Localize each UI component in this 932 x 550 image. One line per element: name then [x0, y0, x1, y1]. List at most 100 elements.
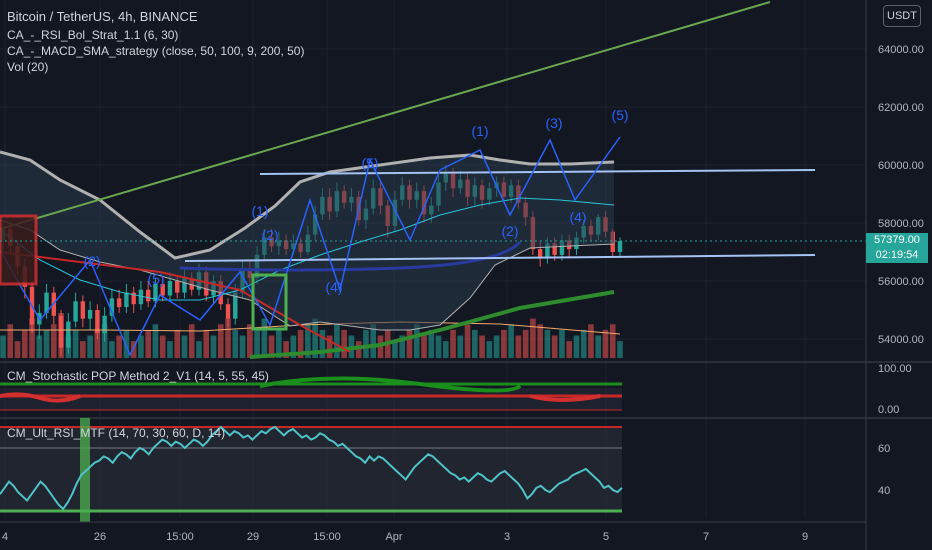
channel-top-line: [259, 169, 816, 175]
volume-bar: [261, 318, 268, 358]
volume-bar: [363, 329, 369, 358]
rsi-tick-label: 60: [878, 443, 890, 455]
moving-average-blue: [179, 240, 522, 272]
stochastic-tick-label: 0.00: [878, 404, 899, 416]
price-axis[interactable]: 54000.00 56000.00 58000.00 60000.00 62000.00…: [865, 0, 924, 550]
rsi-pane[interactable]: [0, 418, 623, 522]
volume-bar: [442, 341, 449, 358]
wave-label: (4): [325, 279, 342, 295]
currency-button[interactable]: USDT: [883, 5, 921, 27]
volume-bar: [602, 329, 609, 358]
elliott-wave-path: [0, 136, 621, 357]
volume-bar: [217, 324, 224, 358]
candle-body: [102, 315, 107, 334]
volume-bar: [232, 329, 239, 358]
wave-label: (1): [471, 123, 488, 139]
price-tick-label: 62000.00: [878, 102, 924, 114]
candle-body: [66, 321, 71, 348]
wave-label: (2): [501, 223, 518, 239]
volume-bar: [609, 324, 616, 358]
candle-body: [617, 241, 623, 252]
volume-bar: [210, 335, 217, 358]
candle-body: [537, 249, 543, 258]
indicator-legend-rsi-bol[interactable]: CA_-_RSI_Bol_Strat_1.1 (6, 30): [7, 28, 179, 42]
candle-body: [131, 292, 136, 305]
volume-bar: [138, 335, 144, 358]
volume-bar: [290, 335, 297, 358]
price-tick-label: 54000.00: [878, 334, 924, 346]
rsi-pane-label[interactable]: CM_Ult_RSI_MTF (14, 70, 30, 60, D, 14): [7, 426, 226, 440]
moving-average-green: [249, 290, 615, 359]
bollinger-upper-band: [0, 150, 615, 260]
volume-bar: [319, 329, 326, 358]
wave-label: (5): [611, 107, 628, 123]
indicator-legend-macd[interactable]: CA_-_MACD_SMA_strategy (close, 50, 100, …: [7, 44, 305, 58]
volume-bar: [457, 335, 464, 358]
wave-label: (2): [83, 253, 100, 269]
stochastic-pane[interactable]: [0, 376, 622, 411]
time-tick-label: 5: [603, 531, 609, 543]
volume-bar: [588, 324, 594, 358]
volume-bar: [544, 329, 551, 358]
price-tick-label: 58000.00: [878, 218, 924, 230]
stochastic-pane-label[interactable]: CM_Stochastic POP Method 2_V1 (14, 5, 55…: [7, 369, 269, 383]
stochastic-green-segment: [259, 376, 522, 393]
indicator-legend-volume[interactable]: Vol (20): [7, 60, 49, 74]
volume-bar: [297, 329, 304, 358]
volume-bar: [392, 341, 398, 358]
wave-label: (5): [361, 155, 378, 171]
volume-bar: [0, 335, 6, 358]
drawing-overlays[interactable]: (1) (2) (4) (5) (1) (2) (3) (4) (5) (5) (2): [0, 1, 866, 359]
chart-title: Bitcoin / TetherUS, 4h, BINANCE: [7, 9, 198, 24]
volume-bar: [530, 318, 536, 358]
volume-bar: [559, 329, 565, 358]
bar-countdown: 02:19:54: [875, 249, 919, 261]
rsi-series-line: [0, 425, 623, 511]
rsi-signal-highlight: [80, 418, 90, 522]
candle-body: [545, 243, 550, 258]
candle-body: [160, 283, 165, 296]
volume-bar: [501, 329, 507, 358]
candle-body: [109, 298, 115, 316]
candle-body: [552, 243, 557, 255]
last-price-tag: 57379.00 02:19:54: [866, 233, 928, 263]
candle-body: [559, 240, 565, 255]
volume-bar: [116, 335, 122, 358]
time-tick-label: 7: [703, 531, 709, 543]
candle-body: [124, 292, 129, 308]
volume-bar: [450, 329, 456, 358]
volume-bar: [268, 335, 275, 358]
volume-bar: [123, 329, 130, 358]
volume-bar: [413, 324, 420, 358]
volume-bar: [94, 329, 101, 358]
volume-bar: [254, 329, 260, 358]
volume-bar: [181, 335, 188, 358]
volume-bar: [472, 329, 478, 358]
volume-bar: [334, 324, 340, 358]
wave-label: (1): [251, 203, 268, 219]
channel-bottom-line: [184, 254, 816, 262]
time-tick-label: 4: [2, 531, 8, 543]
volume-bar: [196, 341, 202, 358]
volume-bar: [573, 335, 580, 358]
time-tick-label: 3: [504, 531, 510, 543]
candle-body: [73, 301, 78, 322]
candle-body: [167, 281, 173, 296]
wave-label: (3): [545, 115, 562, 131]
candle-body: [182, 278, 187, 293]
volume-bar: [508, 324, 514, 358]
volume-bar: [617, 341, 623, 358]
time-axis[interactable]: 4 26 15:00 29 15:00 Apr 3 5 7 9: [0, 521, 866, 543]
volume-bar: [479, 335, 485, 358]
candle-body: [153, 283, 158, 302]
candle-body: [175, 281, 180, 293]
price-tick-label: 60000.00: [878, 160, 924, 172]
candle-body: [225, 304, 231, 319]
volume-bar: [14, 341, 21, 358]
volume-bar: [515, 335, 522, 358]
stochastic-band: [0, 388, 622, 410]
candle-body: [80, 301, 86, 319]
volume-bar: [145, 329, 151, 358]
volume-bar: [7, 324, 14, 358]
